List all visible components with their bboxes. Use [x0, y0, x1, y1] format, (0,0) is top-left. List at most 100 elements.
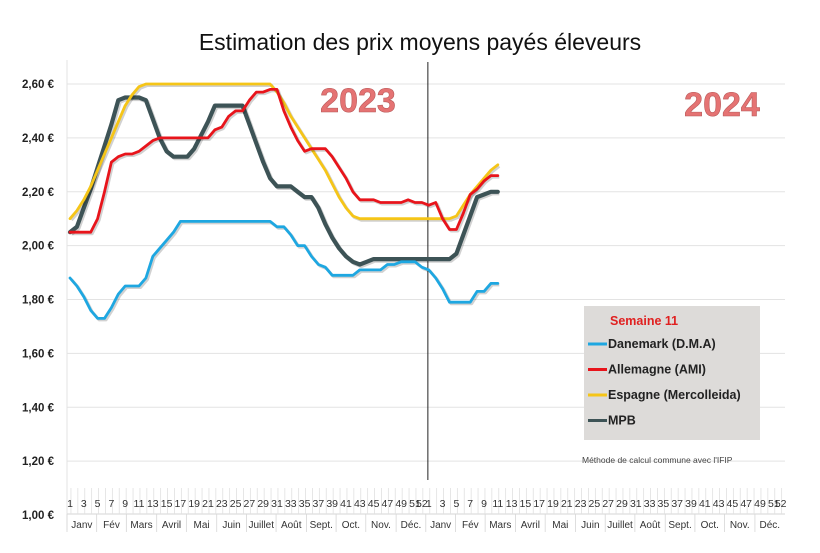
month-label: Avril — [162, 520, 181, 531]
y-tick-label: 2,00 € — [22, 241, 55, 253]
x-tick-label: 9 — [122, 498, 128, 510]
month-label: Oct. — [342, 520, 360, 531]
month-label: Mars — [489, 520, 511, 531]
month-label: Sept. — [310, 520, 333, 531]
legend-item-label: Allemagne (AMI) — [608, 363, 706, 377]
x-tick-label: 43 — [354, 498, 366, 510]
month-label: Avril — [521, 520, 540, 531]
series-line-allemagne-ami — [68, 88, 500, 234]
month-label: Fév — [462, 520, 479, 531]
x-tick-label: 21 — [202, 498, 214, 510]
x-tick-label: 29 — [257, 498, 269, 510]
y-tick-label: 1,40 € — [22, 402, 55, 414]
month-label: Mai — [552, 520, 568, 531]
x-tick-label: 9 — [481, 498, 487, 510]
month-label: Mars — [130, 520, 152, 531]
x-tick-label: 17 — [533, 498, 545, 510]
y-tick-label: 1,80 € — [22, 295, 55, 307]
series-shadow — [70, 96, 500, 269]
series-lines — [67, 82, 501, 322]
x-tick-label: 27 — [244, 498, 256, 510]
x-tick-label: 15 — [161, 498, 173, 510]
month-label: Janv — [430, 520, 451, 531]
month-label: Mai — [193, 520, 209, 531]
legend-item-label: Danemark (D.M.A) — [608, 337, 716, 351]
x-tick-label: 29 — [616, 498, 628, 510]
month-label: Sept. — [668, 520, 691, 531]
x-tick-label: 51 — [768, 498, 780, 510]
x-tick-label: 7 — [108, 498, 114, 510]
year-label-2024: 2024 — [684, 86, 760, 124]
legend: Semaine 11 Danemark (D.M.A) Allemagne (AM… — [584, 306, 760, 440]
month-label: Nov. — [730, 520, 750, 531]
x-tick-label: 25 — [230, 498, 242, 510]
x-tick-label: 39 — [326, 498, 338, 510]
y-tick-label: 1,00 € — [22, 510, 55, 522]
x-tick-label: 19 — [547, 498, 559, 510]
x-tick-label: 35 — [658, 498, 670, 510]
x-tick-label: 1 — [67, 498, 73, 510]
method-note: Méthode de calcul commune avec l'IFIP — [582, 455, 733, 465]
y-axis-ticks: 1,00 € 1,20 € 1,40 € 1,60 € 1,80 € 2,00 € 2,20… — [22, 79, 55, 522]
legend-box — [584, 306, 760, 440]
month-label: Juillet — [248, 520, 274, 531]
month-label: Nov. — [371, 520, 391, 531]
x-tick-label: 41 — [340, 498, 352, 510]
x-tick-label: 3 — [81, 498, 87, 510]
x-tick-label: 13 — [506, 498, 518, 510]
x-tick-label: 35 — [299, 498, 311, 510]
x-tick-label: 5 — [95, 498, 101, 510]
month-label: Déc. — [401, 520, 422, 531]
month-label: Juin — [222, 520, 240, 531]
x-tick-label: 47 — [382, 498, 394, 510]
x-tick-label: 33 — [285, 498, 297, 510]
legend-title: Semaine 11 — [610, 314, 678, 328]
x-tick-label: 11 — [134, 498, 145, 510]
legend-item-label: Espagne (Mercolleida) — [608, 388, 741, 402]
month-label: Oct. — [701, 520, 719, 531]
x-tick-label: 19 — [188, 498, 200, 510]
x-tick-label: 52 — [775, 498, 787, 510]
x-tick-label: 1 — [426, 498, 432, 510]
x-tick-label: 5 — [453, 498, 459, 510]
x-tick-label: 15 — [520, 498, 532, 510]
x-tick-label: 11 — [492, 498, 503, 510]
y-tick-label: 2,60 € — [22, 79, 55, 91]
x-tick-label: 37 — [671, 498, 683, 510]
x-tick-label: 52 — [416, 498, 428, 510]
year-label-2023: 2023 — [320, 82, 396, 120]
x-axis: 1 3 5 7 9 11 13 15 17 19 21 23 25 27 29 31 33 35 37 39 41 43 4… — [66, 488, 787, 532]
y-tick-label: 2,40 € — [22, 133, 55, 145]
x-tick-label: 27 — [602, 498, 614, 510]
y-tick-label: 1,60 € — [22, 348, 55, 360]
x-tick-label: 33 — [644, 498, 656, 510]
month-label: Fév — [103, 520, 120, 531]
x-tick-label: 23 — [216, 498, 228, 510]
chart-title: Estimation des prix moyens payés éleveur… — [199, 29, 641, 55]
month-label: Août — [640, 520, 661, 531]
x-tick-label: 7 — [467, 498, 473, 510]
x-tick-label: 31 — [630, 498, 642, 510]
x-tick-label: 37 — [313, 498, 325, 510]
series-line-mpb — [67, 95, 500, 267]
x-tick-label: 17 — [175, 498, 187, 510]
x-tick-label: 41 — [699, 498, 711, 510]
x-tick-label: 51 — [409, 498, 421, 510]
x-tick-label: 23 — [575, 498, 587, 510]
series-shadow — [70, 221, 500, 322]
x-tick-label: 49 — [395, 498, 407, 510]
series-line-danemark-d-m-a — [68, 219, 500, 320]
x-tick-label: 47 — [740, 498, 752, 510]
x-tick-label: 43 — [713, 498, 725, 510]
x-tick-label: 3 — [440, 498, 446, 510]
month-label: Déc. — [759, 520, 780, 531]
month-label: Janv — [71, 520, 92, 531]
x-tick-label: 31 — [271, 498, 283, 510]
x-tick-label: 39 — [685, 498, 697, 510]
month-label: Août — [281, 520, 302, 531]
x-tick-label: 45 — [368, 498, 380, 510]
x-tick-label: 13 — [147, 498, 159, 510]
legend-item-label: MPB — [608, 414, 636, 428]
x-tick-label: 21 — [561, 498, 573, 510]
